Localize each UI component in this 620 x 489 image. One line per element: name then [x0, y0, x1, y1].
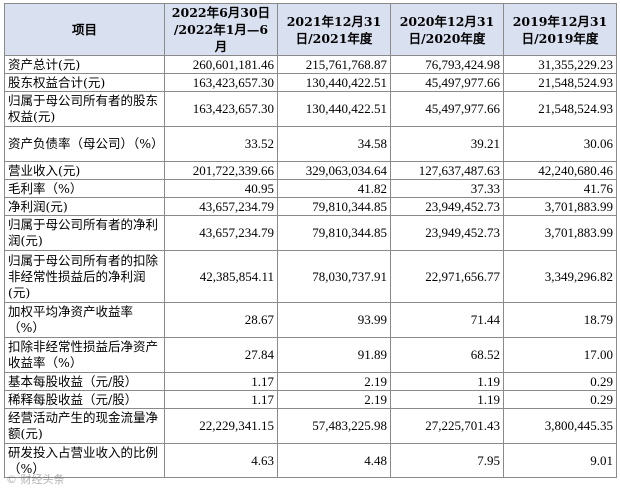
row-value: 79,810,344.85: [277, 215, 391, 251]
row-value: 7.95: [390, 443, 504, 478]
row-value: 127,637,487.63: [390, 161, 504, 180]
row-label: 归属于母公司所有者的净利润(元): [4, 215, 165, 251]
row-value: 3,800,445.35: [503, 408, 617, 444]
row-value: 43,657,234.79: [164, 197, 278, 216]
row-value: 3,349,296.82: [503, 250, 617, 303]
row-value: 40.95: [164, 179, 278, 198]
row-value: 28.67: [164, 302, 278, 338]
row-value: 9.01: [503, 443, 617, 478]
table-row: 归属于母公司所有者的扣除非经常性损益后的净利润(元) 42,385,854.11 7…: [4, 250, 617, 303]
row-value: 163,423,657.30: [164, 73, 278, 92]
table-row: 股东权益合计(元) 163,423,657.30 130,440,422.51 45,…: [4, 73, 617, 92]
header-2021: 2021年12月31 日/2021年度: [277, 3, 391, 56]
row-label: 基本每股收益（元/股）: [4, 372, 165, 391]
row-value: 18.79: [503, 302, 617, 338]
table-row: 经营活动产生的现金流量净额(元) 22,229,341.15 57,483,225.…: [4, 408, 617, 444]
row-value: 2.19: [277, 372, 391, 391]
table-row: 营业收入(元) 201,722,339.66 329,063,034.64 127,6…: [4, 161, 617, 180]
table-row: 加权平均净资产收益率（%） 28.67 93.99 71.44 18.79: [4, 302, 617, 338]
row-value: 4.63: [164, 443, 278, 478]
row-value: 71.44: [390, 302, 504, 338]
row-label: 扣除非经常性损益后净资产收益率（%）: [4, 337, 165, 373]
row-value: 33.52: [164, 126, 278, 162]
row-value: 130,440,422.51: [277, 73, 391, 92]
row-value: 23,949,452.73: [390, 197, 504, 216]
table-row: 基本每股收益（元/股） 1.17 2.19 1.19 0.29: [4, 372, 617, 391]
row-value: 1.19: [390, 390, 504, 409]
financial-summary-table: 项目 2022年6月30日 /2022年1月—6月 2021年12月31 日/2…: [4, 3, 617, 478]
row-value: 57,483,225.98: [277, 408, 391, 444]
row-value: 201,722,339.66: [164, 161, 278, 180]
row-value: 34.58: [277, 126, 391, 162]
table-row: 资产总计(元) 260,601,181.46 215,761,768.87 76,79…: [4, 55, 617, 74]
row-value: 130,440,422.51: [277, 91, 391, 127]
row-value: 4.48: [277, 443, 391, 478]
table-row: 资产负债率（母公司）（%） 33.52 34.58 39.21 30.06: [4, 126, 617, 162]
row-value: 23,949,452.73: [390, 215, 504, 251]
row-value: 329,063,034.64: [277, 161, 391, 180]
row-value: 45,497,977.66: [390, 91, 504, 127]
row-value: 79,810,344.85: [277, 197, 391, 216]
row-label: 归属于母公司所有者的股东权益(元): [4, 91, 165, 127]
row-value: 0.29: [503, 372, 617, 391]
row-value: 0.29: [503, 390, 617, 409]
row-value: 1.17: [164, 390, 278, 409]
row-value: 76,793,424.98: [390, 55, 504, 74]
row-value: 22,971,656.77: [390, 250, 504, 303]
row-value: 42,240,680.46: [503, 161, 617, 180]
header-2020: 2020年12月31 日/2020年度: [390, 3, 504, 56]
table-row: 归属于母公司所有者的净利润(元) 43,657,234.79 79,810,344.…: [4, 215, 617, 251]
row-value: 3,701,883.99: [503, 215, 617, 251]
row-value: 3,701,883.99: [503, 197, 617, 216]
row-value: 93.99: [277, 302, 391, 338]
table-row: 扣除非经常性损益后净资产收益率（%） 27.84 91.89 68.52 17.00: [4, 337, 617, 373]
row-value: 2.19: [277, 390, 391, 409]
row-label: 营业收入(元): [4, 161, 165, 180]
row-label: 毛利率（%）: [4, 179, 165, 198]
row-value: 22,229,341.15: [164, 408, 278, 444]
row-value: 31,355,229.23: [503, 55, 617, 74]
row-label: 股东权益合计(元): [4, 73, 165, 92]
row-label: 资产负债率（母公司）（%）: [4, 126, 165, 162]
row-value: 27.84: [164, 337, 278, 373]
row-value: 41.82: [277, 179, 391, 198]
row-label: 研发投入占营业收入的比例（%）: [4, 443, 165, 478]
row-value: 45,497,977.66: [390, 73, 504, 92]
header-2022h1: 2022年6月30日 /2022年1月—6月: [164, 3, 278, 56]
row-value: 260,601,181.46: [164, 55, 278, 74]
table-row: 稀释每股收益（元/股） 1.17 2.19 1.19 0.29: [4, 390, 617, 409]
table-row: 归属于母公司所有者的股东权益(元) 163,423,657.30 130,440,4…: [4, 91, 617, 127]
watermark: © 财经头条: [6, 473, 65, 486]
row-value: 43,657,234.79: [164, 215, 278, 251]
row-value: 1.19: [390, 372, 504, 391]
row-value: 27,225,701.43: [390, 408, 504, 444]
row-label: 经营活动产生的现金流量净额(元): [4, 408, 165, 444]
row-value: 39.21: [390, 126, 504, 162]
row-label: 资产总计(元): [4, 55, 165, 74]
table-row: 净利润(元) 43,657,234.79 79,810,344.85 23,949,4…: [4, 197, 617, 216]
row-label: 稀释每股收益（元/股）: [4, 390, 165, 409]
row-value: 30.06: [503, 126, 617, 162]
table-row: 研发投入占营业收入的比例（%） 4.63 4.48 7.95 9.01: [4, 443, 617, 478]
row-label: 归属于母公司所有者的扣除非经常性损益后的净利润(元): [4, 250, 165, 303]
row-value: 215,761,768.87: [277, 55, 391, 74]
row-value: 42,385,854.11: [164, 250, 278, 303]
row-value: 17.00: [503, 337, 617, 373]
header-2019: 2019年12月31 日/2019年度: [503, 3, 617, 56]
row-value: 37.33: [390, 179, 504, 198]
header-row: 项目 2022年6月30日 /2022年1月—6月 2021年12月31 日/2…: [4, 3, 617, 56]
row-value: 21,548,524.93: [503, 73, 617, 92]
row-value: 78,030,737.91: [277, 250, 391, 303]
row-value: 41.76: [503, 179, 617, 198]
row-value: 21,548,524.93: [503, 91, 617, 127]
row-value: 68.52: [390, 337, 504, 373]
row-value: 163,423,657.30: [164, 91, 278, 127]
row-value: 1.17: [164, 372, 278, 391]
row-label: 加权平均净资产收益率（%）: [4, 302, 165, 338]
header-item: 项目: [4, 3, 165, 56]
table-row: 毛利率（%） 40.95 41.82 37.33 41.76: [4, 179, 617, 198]
row-label: 净利润(元): [4, 197, 165, 216]
row-value: 91.89: [277, 337, 391, 373]
